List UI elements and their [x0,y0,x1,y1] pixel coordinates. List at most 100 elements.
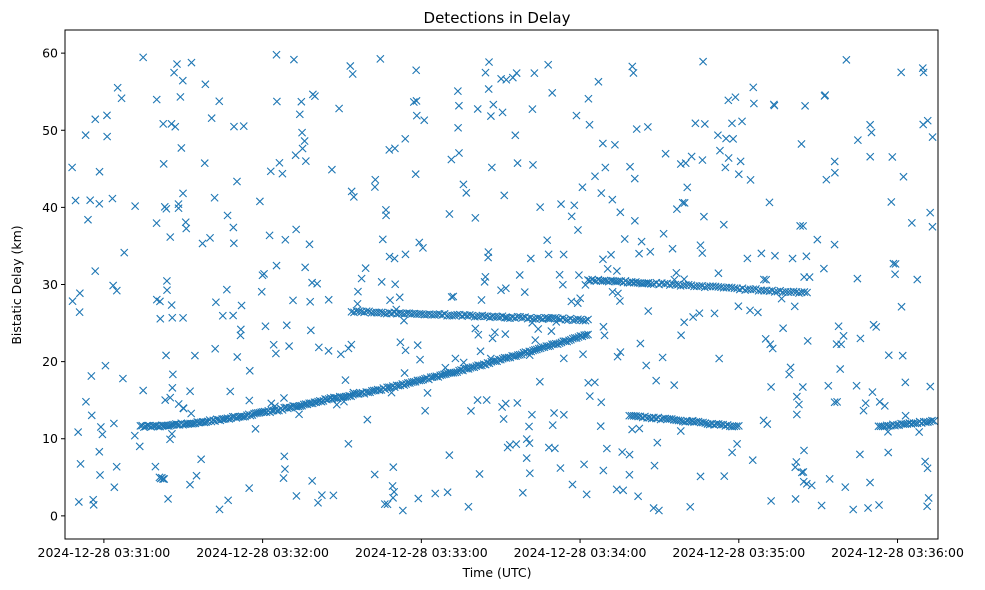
data-point-marker [699,57,708,66]
data-point-marker [363,415,372,424]
data-point-marker [118,374,127,383]
data-point-marker [348,70,357,78]
data-point-marker [109,281,118,290]
data-point-marker [385,252,394,261]
data-point-marker [661,149,670,158]
data-point-marker [518,488,527,497]
data-point-marker [102,111,111,120]
data-point-marker [454,123,463,132]
data-point-marker [295,410,304,419]
data-point-marker [559,410,568,419]
data-point-marker [413,341,422,350]
chart-title: Detections in Delay [424,9,571,27]
data-point-marker [635,249,644,258]
x-tick-label: 2024-12-28 03:33:00 [355,545,488,560]
data-point-marker [923,464,932,473]
data-point-marker [897,68,906,77]
data-point-marker [888,152,897,161]
data-point-marker [699,418,708,427]
data-point-marker [884,448,893,457]
data-point-marker [830,157,839,166]
data-point-marker [767,496,776,505]
data-point-marker [921,457,930,466]
data-point-marker [689,313,698,322]
data-point-marker [582,490,591,499]
data-point-marker [654,506,663,515]
data-point-marker [768,344,777,353]
data-point-marker [646,247,655,256]
data-point-marker [159,119,168,128]
data-point-marker [732,422,741,431]
data-point-marker [691,119,700,128]
data-point-marker [767,382,776,391]
data-point-marker [497,286,506,295]
data-point-marker [232,177,241,186]
data-point-marker [160,475,169,484]
data-point-marker [695,309,704,318]
data-point-marker [791,494,800,503]
data-point-marker [347,187,356,196]
data-point-marker [378,235,387,244]
x-axis-label: Time (UTC) [461,565,531,580]
data-point-marker [421,406,430,415]
data-point-marker [926,208,935,217]
data-point-marker [139,386,148,395]
data-point-marker [753,308,762,317]
data-point-marker [315,396,324,405]
data-point-marker [388,481,397,490]
data-point-marker [159,474,168,483]
data-point-marker [454,149,463,158]
data-point-marker [168,313,177,322]
data-point-marker [635,424,644,433]
data-point-marker [416,355,425,364]
data-point-marker [867,128,876,137]
data-point-marker [113,83,122,92]
data-point-marker [684,280,693,289]
data-point-marker [98,430,107,439]
data-point-marker [544,443,553,452]
data-point-marker [398,506,407,515]
data-point-marker [643,122,652,131]
data-point-marker [681,159,690,168]
data-point-marker [528,160,537,169]
data-point-marker [779,324,788,333]
data-point-marker [75,289,84,298]
data-point-marker [820,91,829,100]
data-point-marker [170,68,179,77]
data-point-marker [473,396,482,405]
data-point-marker [798,383,807,392]
data-point-marker [757,249,766,258]
x-axis: 2024-12-28 03:31:00 2024-12-28 03:32:00 20… [38,539,964,560]
data-point-marker [868,388,877,397]
data-point-marker [414,494,423,503]
data-point-marker [96,422,105,431]
data-point-marker [573,315,582,324]
data-point-marker [396,338,405,347]
data-point-marker [830,398,839,407]
data-point-marker [291,151,300,160]
data-point-marker [280,452,289,461]
data-point-marker [271,349,280,358]
data-point-marker [830,240,839,249]
data-point-marker [210,193,219,202]
data-point-marker [489,100,498,109]
data-markers [68,50,939,515]
data-point-marker [901,411,910,420]
data-point-marker [570,201,579,210]
data-point-marker [625,450,634,459]
data-point-marker [559,354,568,363]
data-point-marker [738,117,747,126]
y-tick-label: 20 [42,354,58,369]
data-point-marker [597,189,606,198]
data-point-marker [670,381,679,390]
data-point-marker [777,294,786,303]
data-point-marker [229,239,238,248]
data-point-marker [474,330,483,339]
data-point-marker [901,378,910,387]
data-point-marker [720,472,729,481]
data-point-marker [109,419,118,428]
data-point-marker [653,438,662,447]
data-point-marker [282,321,291,330]
data-point-marker [172,60,181,69]
data-point-marker [616,208,625,217]
